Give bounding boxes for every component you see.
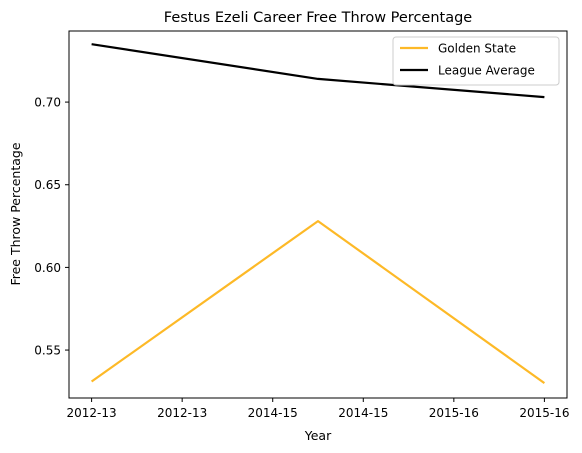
x-axis-label: Year — [304, 428, 332, 443]
x-tick-label: 2015-16 — [429, 406, 479, 420]
y-tick-label: 0.65 — [34, 178, 61, 192]
series-lines — [90, 43, 546, 384]
plot-area — [68, 30, 568, 399]
x-axis: 2012-13 2012-13 2014-15 2014-15 2015-16 2015-… — [67, 398, 569, 420]
y-axis: 0.55 0.60 0.65 0.70 — [34, 96, 69, 358]
y-tick-label: 0.70 — [34, 96, 61, 110]
x-tick-label: 2014-15 — [248, 406, 298, 420]
y-tick-label: 0.55 — [34, 344, 61, 358]
x-tick-label: 2015-16 — [519, 406, 569, 420]
plot-frame — [68, 30, 568, 399]
x-tick-label: 2012-13 — [67, 406, 117, 420]
x-tick-label: 2014-15 — [338, 406, 388, 420]
legend-box — [392, 36, 560, 86]
chart-title: Festus Ezeli Career Free Throw Percentag… — [164, 10, 473, 26]
legend-label: Golden State — [438, 42, 516, 56]
y-tick-label: 0.60 — [34, 261, 61, 275]
legend: Golden State League Average — [392, 36, 560, 86]
series-line-league-average — [91, 43, 545, 99]
legend-label: League Average — [438, 64, 535, 78]
series-line-golden-state — [90, 220, 546, 384]
y-axis-label: Free Throw Percentage — [8, 142, 23, 285]
x-tick-label: 2012-13 — [157, 406, 207, 420]
